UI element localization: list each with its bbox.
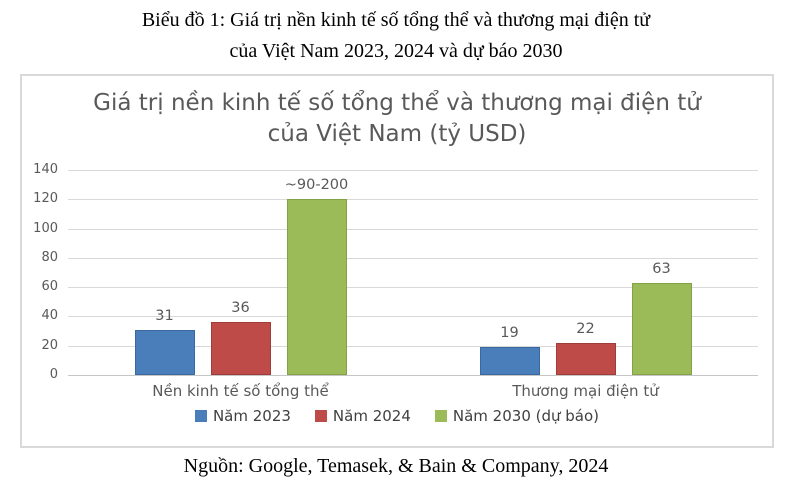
gridline xyxy=(68,228,758,230)
gridline xyxy=(68,316,758,318)
gridline xyxy=(68,257,758,259)
legend-label: Năm 2030 (dự báo) xyxy=(452,407,600,425)
y-tick-label: 60 xyxy=(41,279,58,295)
source-note: Nguồn: Google, Temasek, & Bain & Company… xyxy=(183,455,609,477)
chart-frame: Giá trị nền kinh tế số tổng thể và thươn… xyxy=(20,74,774,448)
gridline xyxy=(68,345,758,347)
legend-item: Năm 2023 xyxy=(194,407,291,425)
bar-năm-2023 xyxy=(479,347,540,375)
figure-caption-line2: của Việt Nam 2023, 2024 và dự báo 2030 xyxy=(229,40,563,62)
y-tick-label: 140 xyxy=(33,162,58,177)
bar-năm-2024 xyxy=(555,342,616,375)
bar-năm-2024 xyxy=(210,322,271,375)
plot-area: 0 20 40 60 80 100 120 140 31 36 ~90-200 Nền kinh tế… xyxy=(33,162,758,400)
bar-năm-2023 xyxy=(134,329,195,375)
y-tick-label: 100 xyxy=(33,220,58,236)
bar-value-label: 63 xyxy=(652,260,671,277)
chart-title: Giá trị nền kinh tế số tổng thể và thươn… xyxy=(93,90,701,147)
bar-value-label: 22 xyxy=(576,320,595,337)
legend-item: Năm 2024 xyxy=(314,407,411,425)
bar-value-label: 31 xyxy=(155,307,174,324)
legend-swatch-icon xyxy=(194,410,207,422)
bar-value-label: 19 xyxy=(500,325,519,342)
x-axis-line xyxy=(68,375,758,376)
gridline xyxy=(68,287,758,289)
gridline xyxy=(68,199,758,201)
y-tick-label: 40 xyxy=(41,308,58,324)
bar-năm-2030-(dự-báo) xyxy=(631,282,692,375)
y-tick-label: 20 xyxy=(41,337,58,353)
legend-label: Năm 2024 xyxy=(332,407,411,425)
category-label: Nền kinh tế số tổng thể xyxy=(152,382,329,400)
chart-legend: Năm 2023 Năm 2024 Năm 2030 (dự báo) xyxy=(22,407,772,425)
y-tick-label: 120 xyxy=(33,191,58,207)
y-tick-label: 80 xyxy=(41,249,58,265)
y-tick-label: 0 xyxy=(49,367,58,382)
category-label: Thương mại điện tử xyxy=(512,382,659,400)
figure-caption-line1: Biểu đồ 1: Giá trị nền kinh tế số tổng t… xyxy=(141,9,651,31)
figure-caption: Biểu đồ 1: Giá trị nền kinh tế số tổng t… xyxy=(0,5,792,67)
bar-value-label: 36 xyxy=(231,300,250,317)
gridline xyxy=(68,170,758,171)
legend-label: Năm 2023 xyxy=(212,407,291,425)
bar-value-label: ~90-200 xyxy=(284,177,349,194)
bar-năm-2030-(dự-báo) xyxy=(286,199,347,375)
legend-item: Năm 2030 (dự báo) xyxy=(434,407,600,425)
legend-swatch-icon xyxy=(434,410,447,422)
legend-swatch-icon xyxy=(314,410,327,422)
